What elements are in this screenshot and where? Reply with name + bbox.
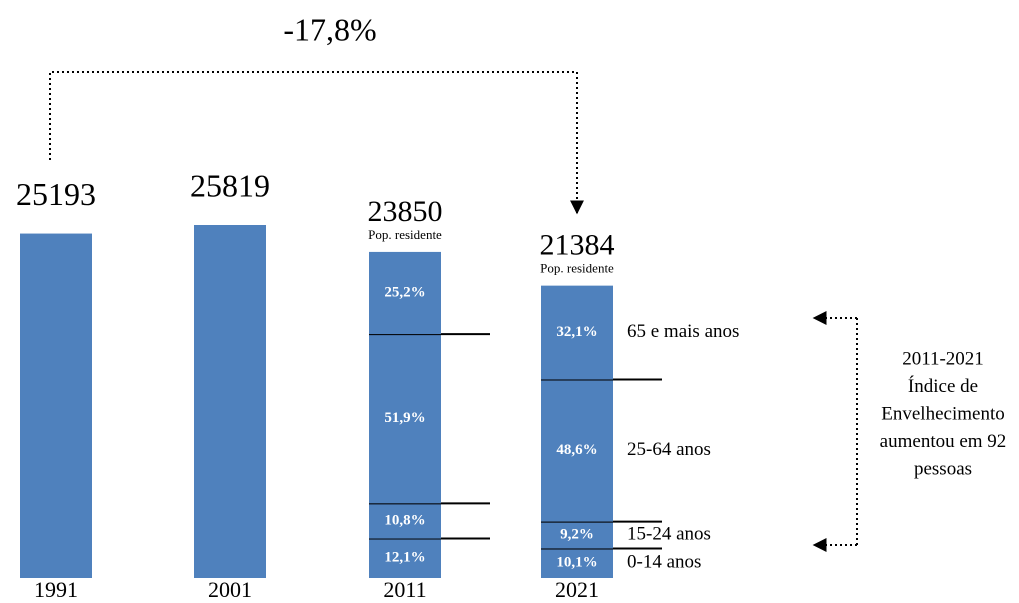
segment-label: 32,1% xyxy=(556,324,597,340)
note: pessoas xyxy=(914,458,972,479)
bar-segment xyxy=(541,548,613,578)
bar-segment xyxy=(369,503,441,539)
segment-label: 12,1% xyxy=(384,550,425,566)
x-tick-label: 2001 xyxy=(208,577,252,602)
change-bracket xyxy=(49,71,584,215)
segment-label: 9,2% xyxy=(560,526,594,542)
segment-label: 25,2% xyxy=(384,284,425,300)
x-tick-label: 2011 xyxy=(383,577,426,602)
value-label: 25819 xyxy=(190,167,270,203)
age-label: 65 e mais anos xyxy=(627,321,739,342)
sublabel: Pop. residente xyxy=(368,227,442,242)
sublabel: Pop. residente xyxy=(540,261,614,276)
note: Índice de xyxy=(908,375,978,397)
x-tick-label: 1991 xyxy=(34,577,78,602)
x-tick-label: 2021 xyxy=(555,577,599,602)
value-label: 21384 xyxy=(540,229,615,262)
value-label: 23850 xyxy=(368,195,443,228)
segment-label: 48,6% xyxy=(556,442,597,458)
note: aumentou em 92 xyxy=(880,431,1007,452)
bar-segment xyxy=(369,334,441,504)
age-label: 25-64 anos xyxy=(627,439,711,460)
bar-segment xyxy=(369,251,441,335)
age-label: 0-14 anos xyxy=(627,552,701,573)
note: Envelhecimento xyxy=(881,403,1004,424)
change-annotation: -17,8% xyxy=(283,11,376,47)
bar-segment xyxy=(541,521,613,549)
value-label: 25193 xyxy=(16,176,96,212)
bar-segment xyxy=(369,538,441,578)
bar xyxy=(194,225,266,578)
segment-label: 10,8% xyxy=(384,512,425,528)
segment-label: 51,9% xyxy=(384,410,425,426)
age-label: 15-24 anos xyxy=(627,523,711,544)
segment-label: 10,1% xyxy=(556,555,597,571)
bar-segment xyxy=(541,285,613,380)
bar xyxy=(20,233,92,579)
note: 2011-2021 xyxy=(902,348,984,369)
bar-segment xyxy=(541,379,613,522)
